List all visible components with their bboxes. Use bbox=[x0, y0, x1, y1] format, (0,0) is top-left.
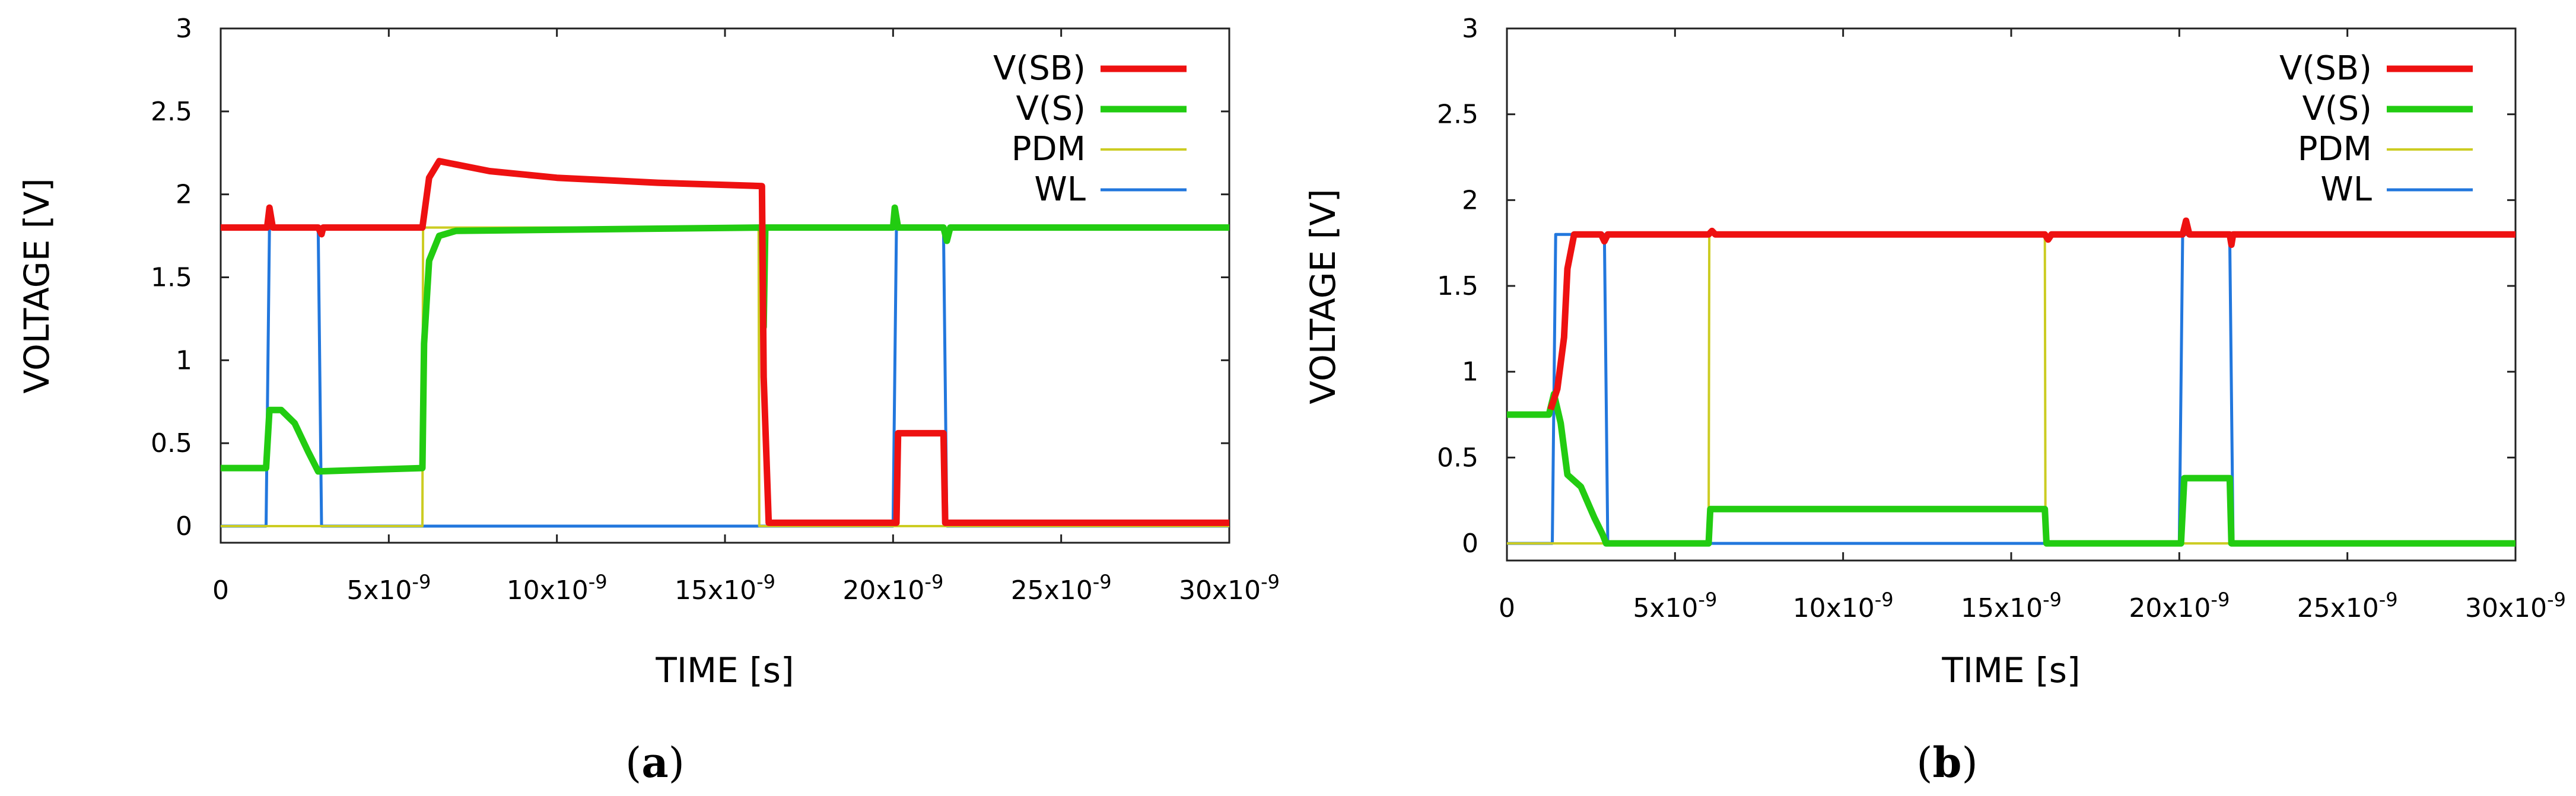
caption-close: ) bbox=[669, 738, 685, 787]
x-tick-label: 0 bbox=[1499, 593, 1515, 623]
panel-a: 00.511.522.530 5x10-9 10x10-9 15x10-9 20x10-… bbox=[17, 14, 1280, 787]
x-tick-exponent: -9 bbox=[1261, 571, 1280, 593]
x-tick-number: 5 bbox=[346, 575, 363, 606]
series-line-vs bbox=[221, 204, 1229, 475]
series-line-vsb bbox=[1547, 217, 2515, 411]
y-axis-label: VOLTAGE [V] bbox=[17, 178, 57, 393]
x-tick-label: 10x10-9 bbox=[507, 571, 608, 606]
x-tick-unit: x10 bbox=[363, 575, 412, 606]
x-tick-label: 30x10-9 bbox=[2465, 588, 2566, 623]
x-tick-exponent: -9 bbox=[2043, 588, 2062, 611]
caption-letter: a bbox=[641, 738, 668, 787]
y-tick-label: 0 bbox=[1462, 528, 1478, 559]
y-tick-label: 1.5 bbox=[1437, 271, 1478, 301]
panel-caption: (a) bbox=[625, 738, 685, 787]
x-tick-number: 30 bbox=[1179, 575, 1212, 606]
y-tick-label: 1 bbox=[1462, 357, 1478, 387]
caption-open: ( bbox=[1916, 738, 1932, 787]
x-tick-unit: x10 bbox=[1994, 593, 2043, 623]
x-tick-label: 25x10-9 bbox=[1011, 571, 1112, 606]
y-tick-label: 2.5 bbox=[151, 97, 192, 127]
x-tick-number: 0 bbox=[212, 575, 229, 606]
legend-label: V(S) bbox=[1016, 90, 1086, 128]
legend-label: V(SB) bbox=[2279, 49, 2372, 88]
x-tick-number: 25 bbox=[1011, 575, 1044, 606]
y-tick-label: 1.5 bbox=[151, 263, 192, 293]
x-tick-number: 30 bbox=[2465, 593, 2498, 623]
x-tick-unit: x10 bbox=[876, 575, 924, 606]
series-line-wl bbox=[221, 226, 1229, 528]
x-tick-number: 15 bbox=[675, 575, 708, 606]
x-tick-unit: x10 bbox=[2162, 593, 2211, 623]
caption-close: ) bbox=[1961, 738, 1977, 787]
x-tick-number: 20 bbox=[2129, 593, 2162, 623]
x-tick-unit: x10 bbox=[1044, 575, 1093, 606]
legend-label: V(SB) bbox=[993, 49, 1086, 88]
x-tick-unit: x10 bbox=[708, 575, 756, 606]
x-tick-label: 15x10-9 bbox=[675, 571, 775, 606]
y-tick-label: 0.5 bbox=[151, 428, 192, 459]
x-tick-unit: x10 bbox=[1826, 593, 1875, 623]
x-tick-exponent: -9 bbox=[924, 571, 943, 593]
x-tick-exponent: -9 bbox=[1093, 571, 1112, 593]
x-tick-number: 20 bbox=[842, 575, 876, 606]
caption-letter: b bbox=[1933, 738, 1962, 787]
legend-label: V(S) bbox=[2302, 90, 2372, 128]
x-tick-unit: x10 bbox=[1212, 575, 1261, 606]
x-tick-number: 10 bbox=[507, 575, 540, 606]
x-tick-exponent: -9 bbox=[1875, 588, 1894, 611]
y-tick-label: 2 bbox=[1462, 185, 1478, 215]
x-tick-unit: x10 bbox=[1649, 593, 1698, 623]
legend-label: PDM bbox=[1012, 130, 1086, 168]
x-tick-label: 5x10-9 bbox=[346, 571, 431, 606]
x-tick-exponent: -9 bbox=[412, 571, 431, 593]
caption-open: ( bbox=[625, 738, 641, 787]
y-tick-label: 2.5 bbox=[1437, 100, 1478, 130]
x-tick-number: 25 bbox=[2297, 593, 2330, 623]
x-tick-exponent: -9 bbox=[2379, 588, 2398, 611]
legend-label: PDM bbox=[2298, 130, 2372, 168]
x-tick-label: 5x10-9 bbox=[1633, 588, 1717, 623]
x-tick-label: 25x10-9 bbox=[2297, 588, 2398, 623]
y-tick-label: 2 bbox=[176, 180, 192, 210]
series-line-pdm bbox=[1507, 233, 2515, 545]
legend-label: WL bbox=[2320, 170, 2372, 209]
y-tick-label: 3 bbox=[1462, 14, 1478, 44]
legend-label: WL bbox=[1034, 170, 1086, 209]
y-axis-label: VOLTAGE [V] bbox=[1303, 189, 1343, 404]
x-tick-exponent: -9 bbox=[2211, 588, 2230, 611]
x-axis-label: TIME [s] bbox=[655, 650, 794, 690]
y-tick-label: 1 bbox=[176, 345, 192, 375]
y-tick-label: 0.5 bbox=[1437, 442, 1478, 473]
series-line-wl bbox=[1507, 233, 2515, 545]
y-tick-label: 3 bbox=[176, 14, 192, 44]
panel-b: 00.511.522.530 5x10-9 10x10-9 15x10-9 20x10-… bbox=[1303, 14, 2566, 787]
x-tick-exponent: -9 bbox=[2547, 588, 2566, 611]
x-axis-label: TIME [s] bbox=[1941, 650, 2080, 690]
x-tick-label: 15x10-9 bbox=[1961, 588, 2062, 623]
x-tick-label: 20x10-9 bbox=[2129, 588, 2230, 623]
x-tick-unit: x10 bbox=[2330, 593, 2379, 623]
y-tick-label: 0 bbox=[176, 511, 192, 542]
panel-caption: (b) bbox=[1916, 738, 1978, 787]
series-line-vsb bbox=[221, 158, 1229, 526]
x-tick-label: 10x10-9 bbox=[1793, 588, 1894, 623]
series-line-pdm bbox=[221, 226, 1229, 527]
x-tick-unit: x10 bbox=[2498, 593, 2547, 623]
x-tick-number: 0 bbox=[1499, 593, 1515, 623]
x-tick-exponent: -9 bbox=[1698, 588, 1717, 611]
x-tick-number: 15 bbox=[1961, 593, 1994, 623]
x-tick-label: 20x10-9 bbox=[842, 571, 943, 606]
x-tick-label: 30x10-9 bbox=[1179, 571, 1280, 606]
x-tick-unit: x10 bbox=[540, 575, 589, 606]
x-tick-number: 5 bbox=[1633, 593, 1649, 623]
x-tick-label: 0 bbox=[212, 575, 229, 606]
x-tick-exponent: -9 bbox=[589, 571, 608, 593]
series-line-vs bbox=[1507, 390, 2515, 547]
x-tick-number: 10 bbox=[1793, 593, 1826, 623]
x-tick-exponent: -9 bbox=[756, 571, 775, 593]
